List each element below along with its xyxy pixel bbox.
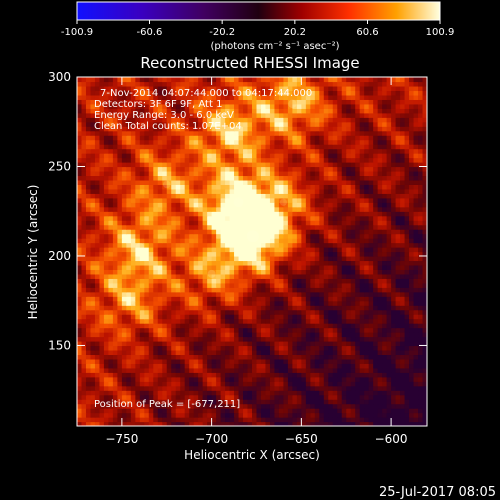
x-tick-label: −650 (285, 432, 318, 446)
y-tick-label: 200 (48, 249, 71, 263)
chart-title: Reconstructed RHESSI Image (140, 54, 359, 72)
colorbar-tick-label: -60.6 (137, 27, 163, 38)
bright-region-marker (288, 99, 297, 109)
colorbar-tick-label: 60.6 (356, 27, 378, 38)
x-tick-label: −750 (105, 432, 138, 446)
footer-date: 25-Jul-2017 08:05 (379, 485, 496, 500)
bright-region-marker (135, 242, 145, 252)
bright-region-marker (225, 126, 234, 136)
plot-frame (76, 76, 428, 427)
colorbar-tick-label: -100.9 (61, 27, 93, 38)
annotation-line: Clean Total counts: 1.07E+04 (94, 121, 242, 132)
bright-regions (127, 99, 297, 305)
colorbar (76, 1, 441, 21)
colorbar-tick-label: 100.9 (426, 27, 455, 38)
colorbar-tick-label: -20.2 (209, 27, 235, 38)
colorbar-units-label: (photons cm⁻² s⁻¹ asec⁻²) (210, 41, 339, 52)
y-axis-label: Heliocentric Y (arcsec) (26, 185, 40, 320)
annotation-line: Energy Range: 3.0 - 6.0 keV (94, 110, 234, 121)
bright-region-marker (279, 198, 288, 206)
x-axis-label: Heliocentric X (arcsec) (184, 448, 320, 462)
y-tick-label: 300 (48, 70, 71, 84)
annotation-line: 7-Nov-2014 04:07:44.000 to 04:17:44.000 (100, 88, 312, 99)
bright-region-marker (207, 269, 216, 278)
bright-region-marker (127, 296, 135, 305)
y-tick-label: 250 (48, 159, 71, 173)
bright-region-marker (233, 197, 244, 208)
x-tick-label: −600 (375, 432, 408, 446)
bright-region-marker (162, 180, 171, 189)
annotation-line: Detectors: 3F 6F 9F, Att 1 (94, 99, 222, 110)
peak-position-label: Position of Peak = [-677,211] (94, 399, 240, 410)
x-tick-label: −700 (195, 432, 228, 446)
colorbar-tick-label: 20.2 (284, 27, 306, 38)
bright-region-marker (246, 230, 259, 243)
y-tick-label: 150 (48, 338, 71, 352)
heatmap-cells (77, 77, 427, 426)
